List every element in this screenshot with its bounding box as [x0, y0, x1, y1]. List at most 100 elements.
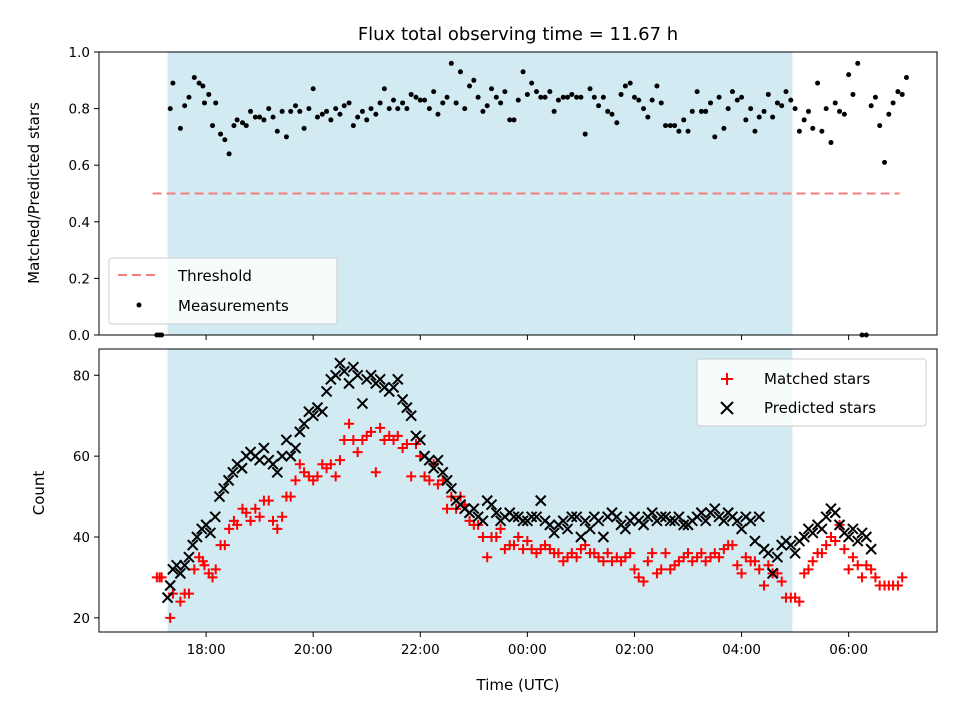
measurement-point — [899, 91, 905, 97]
measurement-point — [815, 80, 821, 86]
matched-star-point — [754, 564, 765, 575]
measurement-point — [373, 111, 379, 117]
measurement-point — [756, 114, 762, 120]
measurement-point — [832, 100, 838, 106]
measurement-point — [716, 94, 722, 100]
matched-star-point — [183, 588, 194, 599]
measurement-point — [484, 103, 490, 109]
measurement-point — [685, 128, 691, 134]
measurement-point — [614, 120, 620, 126]
measurement-point — [748, 106, 754, 112]
predicted-star-point — [289, 442, 302, 454]
predicted-star-point — [253, 454, 266, 466]
measurement-point — [213, 100, 219, 106]
measurement-point — [200, 83, 206, 89]
measurement-point — [408, 91, 414, 97]
matched-star-point — [406, 471, 417, 482]
bottom-axes-frame — [98, 348, 938, 633]
measurement-point — [547, 89, 553, 95]
measurement-point — [210, 123, 216, 129]
matched-star-point — [843, 564, 854, 575]
legend-measurement-swatch — [136, 302, 142, 308]
matched-star-point — [344, 418, 355, 429]
measurement-point — [783, 89, 789, 95]
measurement-point — [524, 91, 530, 97]
top-y-ticks: 0.0 0.2 0.4 0.6 0.8 1.0 — [69, 45, 99, 344]
matched-star-point — [477, 531, 488, 542]
measurement-point — [805, 108, 811, 114]
predicted-star-point — [267, 458, 279, 470]
predicted-star-point — [646, 507, 658, 519]
measurement-point — [895, 89, 901, 95]
measurement-point — [279, 108, 285, 114]
measurement-point — [301, 125, 307, 131]
predicted-star-point — [236, 462, 248, 474]
matched-star-point — [749, 556, 760, 567]
measurement-point — [739, 94, 745, 100]
predicted-star-point — [530, 511, 543, 523]
measurement-point — [297, 108, 303, 114]
matched-star-point — [660, 548, 671, 559]
matched-star-point — [245, 515, 256, 526]
predicted-star-point — [405, 409, 417, 422]
measurement-point — [355, 114, 361, 120]
measurement-point — [404, 106, 410, 112]
matched-star-point — [513, 531, 524, 542]
predicted-star-point — [735, 523, 748, 535]
measurement-point — [167, 106, 173, 112]
predicted-star-point — [334, 357, 346, 369]
measurement-point — [502, 89, 508, 95]
matched-star-point — [852, 560, 863, 571]
measurement-point — [488, 86, 494, 92]
matched-star-point — [736, 568, 747, 579]
measurement-point — [226, 151, 232, 157]
matched-star-point — [847, 552, 858, 563]
predicted-star-point — [852, 535, 864, 547]
top-axes-frame — [98, 51, 938, 336]
measurement-point — [823, 106, 829, 112]
predicted-star-point — [174, 567, 187, 580]
matched-star-point — [207, 572, 218, 583]
measurement-point — [283, 134, 289, 140]
matched-star-point — [870, 572, 881, 583]
predicted-star-point — [164, 579, 176, 592]
measurement-point — [538, 94, 544, 100]
measurement-point — [792, 106, 798, 112]
predicted-star-point — [437, 466, 449, 479]
matched-star-point — [330, 471, 341, 482]
measurement-point — [177, 125, 183, 131]
bottom-legend-box — [696, 358, 927, 427]
predicted-star-point — [200, 519, 212, 531]
measurement-point — [565, 94, 571, 100]
x-tick-label: 22:00 — [401, 642, 440, 658]
predicted-star-point — [753, 511, 765, 523]
predicted-star-point — [860, 531, 873, 543]
y-tick-label: 60 — [73, 449, 90, 465]
matched-star-point — [352, 447, 363, 458]
measurement-point — [725, 106, 731, 112]
measurement-point — [855, 60, 861, 66]
matched-star-point — [625, 548, 636, 559]
matched-star-point — [772, 568, 783, 579]
measurement-point — [346, 100, 352, 106]
measurement-point — [796, 128, 802, 134]
measurement-point — [846, 72, 852, 78]
measurement-point — [761, 108, 767, 114]
measurement-point — [600, 94, 606, 100]
measurement-point — [507, 117, 513, 123]
measurement-point — [609, 111, 615, 117]
measurement-point — [413, 94, 419, 100]
measurement-point — [591, 94, 597, 100]
measurement-point — [306, 106, 312, 112]
matched-star-point — [189, 564, 200, 575]
matched-star-point — [290, 475, 301, 486]
predicted-star-point — [401, 401, 413, 414]
predicted-star-point — [637, 519, 650, 531]
legend-predicted-swatch — [720, 401, 734, 415]
matched-star-point — [807, 556, 818, 567]
measurement-point — [186, 94, 192, 100]
matched-star-point — [553, 548, 564, 559]
measurement-point — [240, 120, 246, 126]
matched-star-point — [727, 540, 738, 551]
predicted-star-point — [320, 385, 333, 398]
